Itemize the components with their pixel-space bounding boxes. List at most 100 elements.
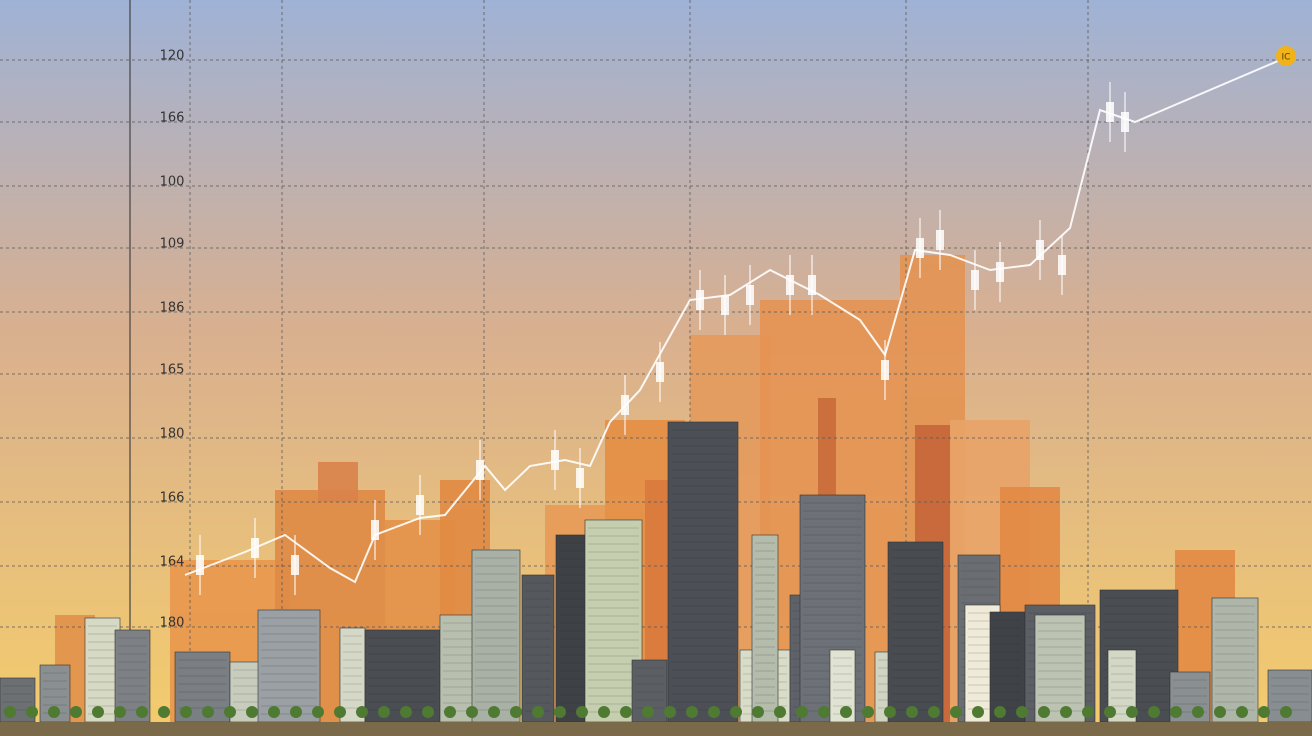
tower (751, 534, 779, 723)
candle-body (576, 468, 584, 488)
tower (257, 609, 321, 723)
tree (444, 706, 456, 718)
candle-body (721, 295, 729, 315)
axis-label: 166 (160, 491, 185, 506)
badge-label: IC (1282, 53, 1291, 63)
axis-label: 164 (160, 555, 185, 570)
tree (1236, 706, 1248, 718)
tree (774, 706, 786, 718)
tree (488, 706, 500, 718)
tower (1211, 597, 1259, 723)
candle-body (1121, 112, 1129, 132)
tree (1280, 706, 1292, 718)
candle-body (996, 262, 1004, 282)
tree (532, 706, 544, 718)
tree (708, 706, 720, 718)
axis-label: 165 (160, 363, 185, 378)
axis-label: 180 (160, 616, 185, 631)
tree (70, 706, 82, 718)
candle-body (1106, 102, 1114, 122)
tree (1214, 706, 1226, 718)
candle-body (881, 360, 889, 380)
tree (576, 706, 588, 718)
candle-body (971, 270, 979, 290)
tree (686, 706, 698, 718)
tree (884, 706, 896, 718)
axis-label: 120 (160, 49, 185, 64)
tree (400, 706, 412, 718)
tree (1082, 706, 1094, 718)
tower (667, 421, 739, 723)
axis-label: 109 (160, 237, 185, 252)
axis-label: 166 (160, 111, 185, 126)
trend-line (184, 57, 1286, 584)
tree (950, 706, 962, 718)
tree (136, 706, 148, 718)
candle-body (696, 290, 704, 310)
tower (887, 541, 944, 723)
tree (840, 706, 852, 718)
tree (180, 706, 192, 718)
tree (48, 706, 60, 718)
tower (439, 614, 476, 723)
tower (555, 534, 587, 723)
tree (752, 706, 764, 718)
candle-body (656, 362, 664, 382)
tree (92, 706, 104, 718)
tree (620, 706, 632, 718)
candle-body (746, 285, 754, 305)
tower (521, 574, 555, 723)
tree (1192, 706, 1204, 718)
tree (224, 706, 236, 718)
tree (598, 706, 610, 718)
tree (1126, 706, 1138, 718)
candle-body (371, 520, 379, 540)
tree (664, 706, 676, 718)
tree (1104, 706, 1116, 718)
tree (466, 706, 478, 718)
candle-body (551, 450, 559, 470)
candle-body (1058, 255, 1066, 275)
tree (730, 706, 742, 718)
tree (642, 706, 654, 718)
tower (84, 617, 121, 723)
tree (334, 706, 346, 718)
candle-body (416, 495, 424, 515)
tree (422, 706, 434, 718)
tree (378, 706, 390, 718)
candle-body (916, 238, 924, 258)
tree (1016, 706, 1028, 718)
candle-body (808, 275, 816, 295)
tree (972, 706, 984, 718)
background-building (318, 462, 358, 502)
tree (994, 706, 1006, 718)
tree (1060, 706, 1072, 718)
candle-body (476, 460, 484, 480)
tree (1170, 706, 1182, 718)
tree (554, 706, 566, 718)
tree (1038, 706, 1050, 718)
tree (290, 706, 302, 718)
tree (4, 706, 16, 718)
candle-body (786, 275, 794, 295)
badge (1276, 46, 1296, 66)
foreground-buildings (0, 421, 1312, 723)
tree (818, 706, 830, 718)
tower (471, 549, 521, 723)
tree (26, 706, 38, 718)
tree (928, 706, 940, 718)
tree (158, 706, 170, 718)
tree (202, 706, 214, 718)
tree (1258, 706, 1270, 718)
tree (114, 706, 126, 718)
axis-label: 186 (160, 301, 185, 316)
candle-body (196, 555, 204, 575)
tree (1148, 706, 1160, 718)
tree (268, 706, 280, 718)
tree (312, 706, 324, 718)
axis-label: 180 (160, 427, 185, 442)
candle-body (1036, 240, 1044, 260)
tree (356, 706, 368, 718)
